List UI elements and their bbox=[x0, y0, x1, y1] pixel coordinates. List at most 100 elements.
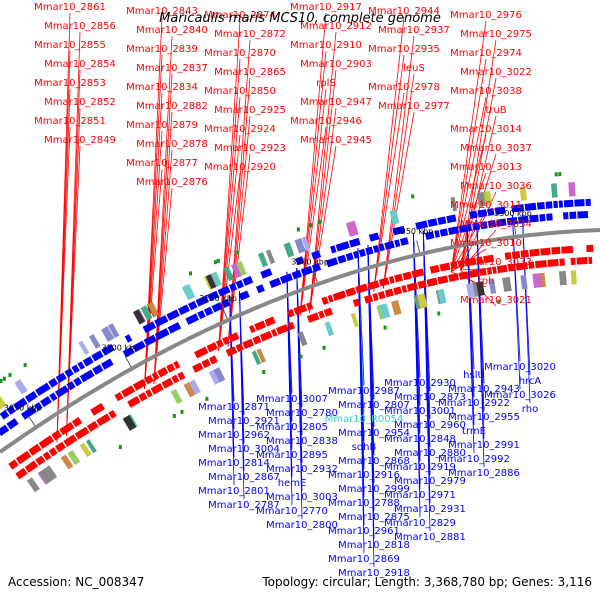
cog-category-block bbox=[488, 279, 497, 294]
reverse-gene-arrow bbox=[279, 273, 293, 284]
forward-gene-arrow bbox=[323, 307, 333, 317]
forward-gene-arrow bbox=[254, 320, 267, 331]
cog-category-block bbox=[181, 283, 196, 301]
feature-marker bbox=[322, 345, 326, 350]
reverse-gene-label: Mmar10_2919 bbox=[384, 462, 456, 473]
label-leader-line bbox=[309, 107, 337, 313]
forward-gene-arrow bbox=[208, 355, 218, 365]
reverse-gene-arrow bbox=[217, 285, 231, 297]
reverse-gene-label: Mmar10_2931 bbox=[394, 504, 466, 515]
forward-gene-arrow bbox=[252, 335, 262, 345]
reverse-gene-arrow bbox=[349, 237, 361, 248]
forward-gene-arrow bbox=[388, 275, 395, 284]
reverse-gene-arrow bbox=[372, 244, 380, 253]
forward-gene-arrow bbox=[127, 396, 141, 408]
reverse-gene-label: Mmar10_2780 bbox=[266, 408, 338, 419]
cog-category-block bbox=[256, 348, 266, 363]
reverse-gene-label: Mmar10_2932 bbox=[266, 464, 338, 475]
reverse-gene-label: Mmar10_2801 bbox=[198, 486, 270, 497]
forward-gene-label: Mmar10_2861 bbox=[34, 2, 106, 13]
label-leader-line bbox=[153, 149, 173, 384]
forward-gene-arrow bbox=[439, 262, 451, 272]
forward-gene-arrow bbox=[576, 257, 588, 265]
reverse-gene-arrow bbox=[66, 381, 76, 391]
topology-text: Topology: circular; Length: 3,368,780 bp… bbox=[261, 575, 592, 589]
reverse-gene-arrow bbox=[574, 199, 585, 207]
forward-gene-arrow bbox=[276, 324, 289, 335]
forward-gene-label: Mmar10_3036 bbox=[460, 181, 532, 192]
feature-marker bbox=[118, 445, 122, 450]
reverse-gene-arrow bbox=[506, 217, 518, 226]
cog-category-block bbox=[236, 260, 247, 276]
forward-gene-label: Mmar10_2937 bbox=[378, 25, 450, 36]
cog-category-block bbox=[294, 238, 306, 254]
forward-gene-arrow bbox=[248, 324, 256, 334]
reverse-gene-arrow bbox=[177, 304, 190, 316]
tick-label: 3150 kbp bbox=[199, 294, 237, 303]
cog-category-block bbox=[88, 334, 101, 349]
forward-gene-arrow bbox=[192, 362, 204, 373]
reverse-gene-arrow bbox=[487, 219, 497, 228]
reverse-gene-arrow bbox=[34, 402, 43, 411]
label-leader-line bbox=[299, 12, 327, 317]
forward-gene-arrow bbox=[458, 271, 469, 280]
cog-category-block bbox=[519, 186, 528, 201]
reverse-gene-arrow bbox=[384, 240, 395, 250]
reverse-gene-arrow bbox=[496, 218, 507, 227]
reverse-gene-arrow bbox=[368, 232, 380, 242]
label-leader-line bbox=[450, 96, 487, 272]
forward-gene-arrow bbox=[42, 451, 52, 461]
label-leader-line bbox=[357, 247, 365, 554]
cog-category-block bbox=[297, 331, 308, 347]
reverse-gene-arrow bbox=[211, 302, 224, 313]
feature-marker bbox=[308, 223, 312, 228]
forward-gene-label: Mmar10_2945 bbox=[300, 135, 372, 146]
reverse-gene-label: Mmar10_2800 bbox=[266, 520, 338, 531]
forward-gene-arrow bbox=[206, 342, 218, 353]
label-leader-line bbox=[227, 77, 251, 347]
reverse-gene-label: Mmar10_2922 bbox=[438, 398, 510, 409]
reverse-gene-label: Mmar10_2895 bbox=[256, 450, 328, 461]
reverse-gene-label: Mmar10_2814 bbox=[198, 458, 270, 469]
reverse-gene-arrow bbox=[536, 201, 545, 210]
forward-gene-label: truB bbox=[485, 105, 506, 116]
forward-gene-arrow bbox=[8, 459, 19, 470]
reverse-gene-arrow bbox=[545, 201, 553, 209]
reverse-gene-label: Mmar10_2788 bbox=[328, 498, 400, 509]
forward-gene-arrow bbox=[235, 343, 244, 353]
label-leader-line bbox=[227, 39, 251, 347]
forward-gene-label: Mmar10_2910 bbox=[290, 40, 362, 51]
reverse-gene-label: hslU bbox=[463, 370, 485, 381]
forward-gene-arrow bbox=[426, 277, 438, 287]
forward-gene-arrow bbox=[378, 277, 390, 287]
reverse-gene-arrow bbox=[427, 218, 438, 227]
forward-gene-arrow bbox=[24, 460, 39, 473]
cog-category-block bbox=[558, 270, 567, 286]
forward-gene-arrow bbox=[270, 328, 278, 337]
reverse-gene-arrow bbox=[295, 256, 305, 266]
reverse-gene-label: Mmar10_2916 bbox=[328, 470, 400, 481]
reverse-gene-label: Mmar10_2875 bbox=[338, 512, 410, 523]
forward-gene-arrow bbox=[483, 254, 495, 264]
forward-gene-label: Mmar10_2935 bbox=[368, 44, 440, 55]
feature-marker bbox=[216, 258, 220, 263]
reverse-gene-arrow bbox=[511, 204, 525, 213]
label-leader-line bbox=[239, 290, 245, 500]
gene-feature-rings bbox=[0, 172, 594, 493]
reverse-gene-arrow bbox=[101, 358, 114, 370]
forward-gene-label: Mmar10_2903 bbox=[300, 59, 372, 70]
forward-gene-arrow bbox=[345, 287, 357, 297]
forward-gene-label: Mmar10_3013 bbox=[450, 162, 522, 173]
forward-gene-arrow bbox=[28, 443, 42, 456]
label-leader-line bbox=[373, 92, 405, 292]
forward-gene-label: Mmar10_2978 bbox=[368, 82, 440, 93]
reverse-gene-arrow bbox=[300, 265, 314, 277]
map-title: Maricaulis maris MCS10, complete genome bbox=[159, 11, 441, 26]
reverse-gene-arrow bbox=[335, 241, 350, 252]
forward-gene-arrow bbox=[151, 371, 160, 381]
forward-gene-label: Mmar10_3034 bbox=[460, 219, 532, 230]
cog-category-block bbox=[67, 449, 81, 466]
forward-gene-arrow bbox=[504, 252, 512, 260]
reverse-gene-arrow bbox=[291, 269, 302, 280]
reverse-gene-label: Mmar10_2962 bbox=[198, 430, 270, 441]
